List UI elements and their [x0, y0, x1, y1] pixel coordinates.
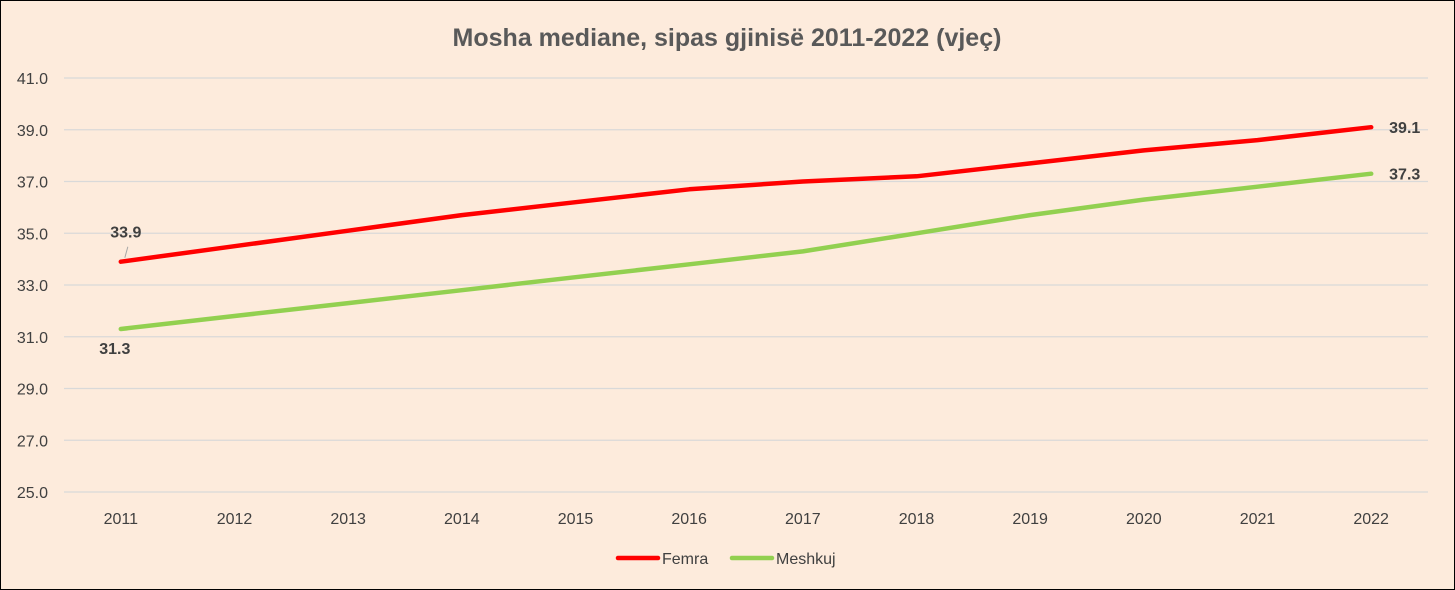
- x-tick-label: 2018: [899, 511, 935, 528]
- x-tick-label: 2014: [444, 511, 480, 528]
- y-tick-label: 41.0: [17, 71, 48, 88]
- data-label-meshkuj-first: 31.3: [99, 341, 130, 358]
- y-tick-label: 33.0: [17, 278, 48, 295]
- y-tick-label: 35.0: [17, 226, 48, 243]
- gridlines: [64, 77, 1428, 493]
- data-labels: 33.9 39.1 31.3 37.3: [99, 120, 1420, 358]
- series-line-femra: [118, 124, 1374, 264]
- y-tick-label: 27.0: [17, 433, 48, 450]
- x-axis-ticks: 2011 2012 2013 2014 2015 2016 2017 2018 2019 2020…: [104, 511, 1389, 528]
- x-tick-label: 2021: [1240, 511, 1276, 528]
- chart-title: Mosha mediane, sipas gjinisë 2011-2022 (…: [453, 24, 1002, 52]
- y-tick-label: 25.0: [17, 485, 48, 502]
- label-leader-line: [124, 246, 129, 258]
- legend-label-meshkuj: Meshkuj: [776, 551, 836, 568]
- y-tick-label: 31.0: [17, 330, 48, 347]
- legend: Femra Meshkuj: [615, 551, 836, 568]
- y-tick-label: 37.0: [17, 175, 48, 192]
- x-tick-label: 2011: [104, 511, 139, 528]
- x-tick-label: 2019: [1012, 511, 1048, 528]
- x-tick-label: 2012: [217, 511, 253, 528]
- x-tick-label: 2017: [785, 511, 821, 528]
- series-lines: [118, 124, 1374, 332]
- x-tick-label: 2015: [558, 511, 594, 528]
- x-tick-label: 2013: [330, 511, 366, 528]
- y-tick-label: 29.0: [17, 382, 48, 399]
- x-tick-label: 2020: [1126, 511, 1162, 528]
- y-tick-label: 39.0: [17, 123, 48, 140]
- x-tick-label: 2016: [671, 511, 707, 528]
- x-tick-label: 2022: [1353, 511, 1389, 528]
- series-line-meshkuj: [118, 171, 1374, 332]
- legend-label-femra: Femra: [662, 551, 708, 568]
- data-label-femra-first: 33.9: [110, 225, 141, 242]
- y-axis-ticks: 25.0 27.0 29.0 31.0 33.0 35.0 37.0 39.0 41.0: [17, 71, 48, 502]
- data-label-femra-last: 39.1: [1389, 120, 1420, 137]
- data-label-meshkuj-last: 37.3: [1389, 167, 1420, 184]
